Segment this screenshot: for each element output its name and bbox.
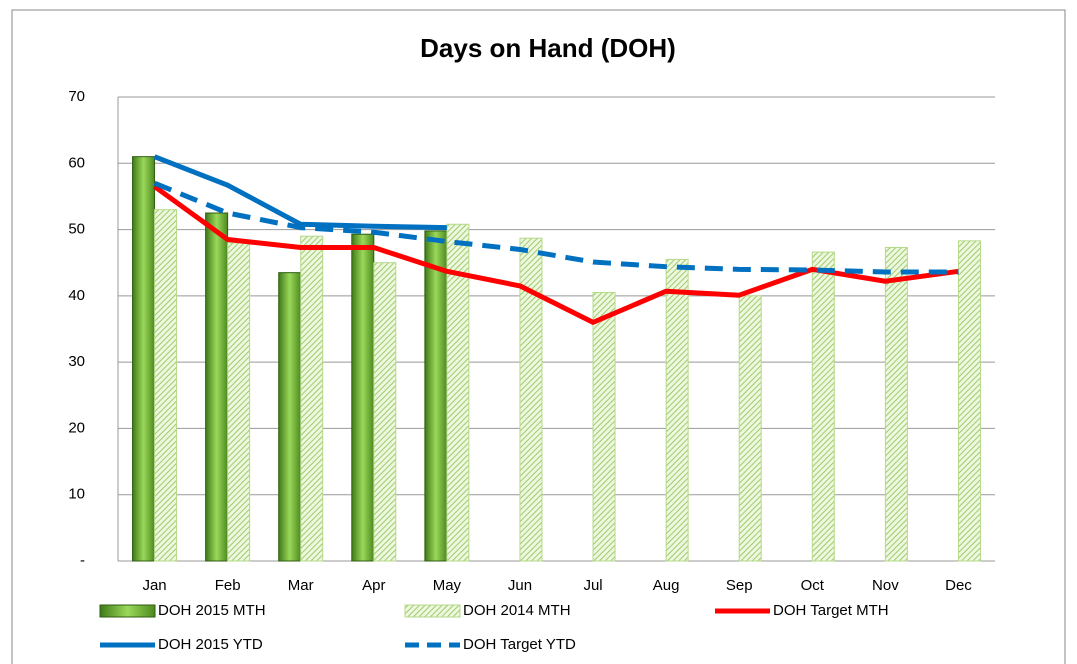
- x-tick-label: Apr: [362, 577, 385, 594]
- legend-swatch: [404, 604, 461, 618]
- bar: [811, 251, 835, 562]
- bar: [205, 212, 229, 562]
- bar: [424, 230, 448, 562]
- y-tick-label: 40: [68, 287, 85, 304]
- bar: [592, 292, 616, 562]
- y-tick-label: 20: [68, 419, 85, 436]
- x-tick-label: Oct: [801, 577, 825, 594]
- bar: [278, 272, 302, 562]
- x-tick-label: May: [433, 577, 462, 594]
- x-tick-label: Jul: [583, 577, 602, 594]
- bar: [373, 262, 397, 562]
- bar: [300, 235, 324, 562]
- bar: [738, 295, 762, 562]
- bar: [227, 242, 251, 562]
- x-tick-label: Sep: [726, 577, 753, 594]
- y-tick-label: 50: [68, 221, 85, 238]
- x-tick-label: Jun: [508, 577, 532, 594]
- bar: [446, 223, 470, 562]
- bar: [665, 258, 689, 562]
- legend-label: DOH 2015 MTH: [158, 602, 266, 619]
- x-tick-label: Nov: [872, 577, 899, 594]
- y-tick-label: 30: [68, 353, 85, 370]
- x-tick-label: Aug: [653, 577, 680, 594]
- x-tick-label: Feb: [215, 577, 241, 594]
- bar: [351, 233, 375, 562]
- legend-label: DOH 2015 YTD: [158, 636, 263, 653]
- y-tick-label: 70: [68, 88, 85, 105]
- legend-swatch: [99, 604, 156, 618]
- bar: [884, 246, 908, 562]
- x-tick-label: Jan: [142, 577, 166, 594]
- legend-label: DOH 2014 MTH: [463, 602, 571, 619]
- y-tick-label: 10: [68, 486, 85, 503]
- y-tick-label: 60: [68, 154, 85, 171]
- line: [153, 154, 447, 231]
- legend-label: DOH Target YTD: [463, 636, 576, 653]
- x-tick-label: Dec: [945, 577, 972, 594]
- bar: [519, 237, 543, 562]
- bar: [957, 240, 981, 562]
- chart-title: Days on Hand (DOH): [420, 33, 676, 63]
- bar: [154, 209, 178, 562]
- y-tick-label: -: [80, 552, 85, 569]
- line: [153, 180, 959, 275]
- legend-label: DOH Target MTH: [773, 602, 889, 619]
- x-tick-label: Mar: [288, 577, 314, 594]
- bar: [132, 156, 156, 562]
